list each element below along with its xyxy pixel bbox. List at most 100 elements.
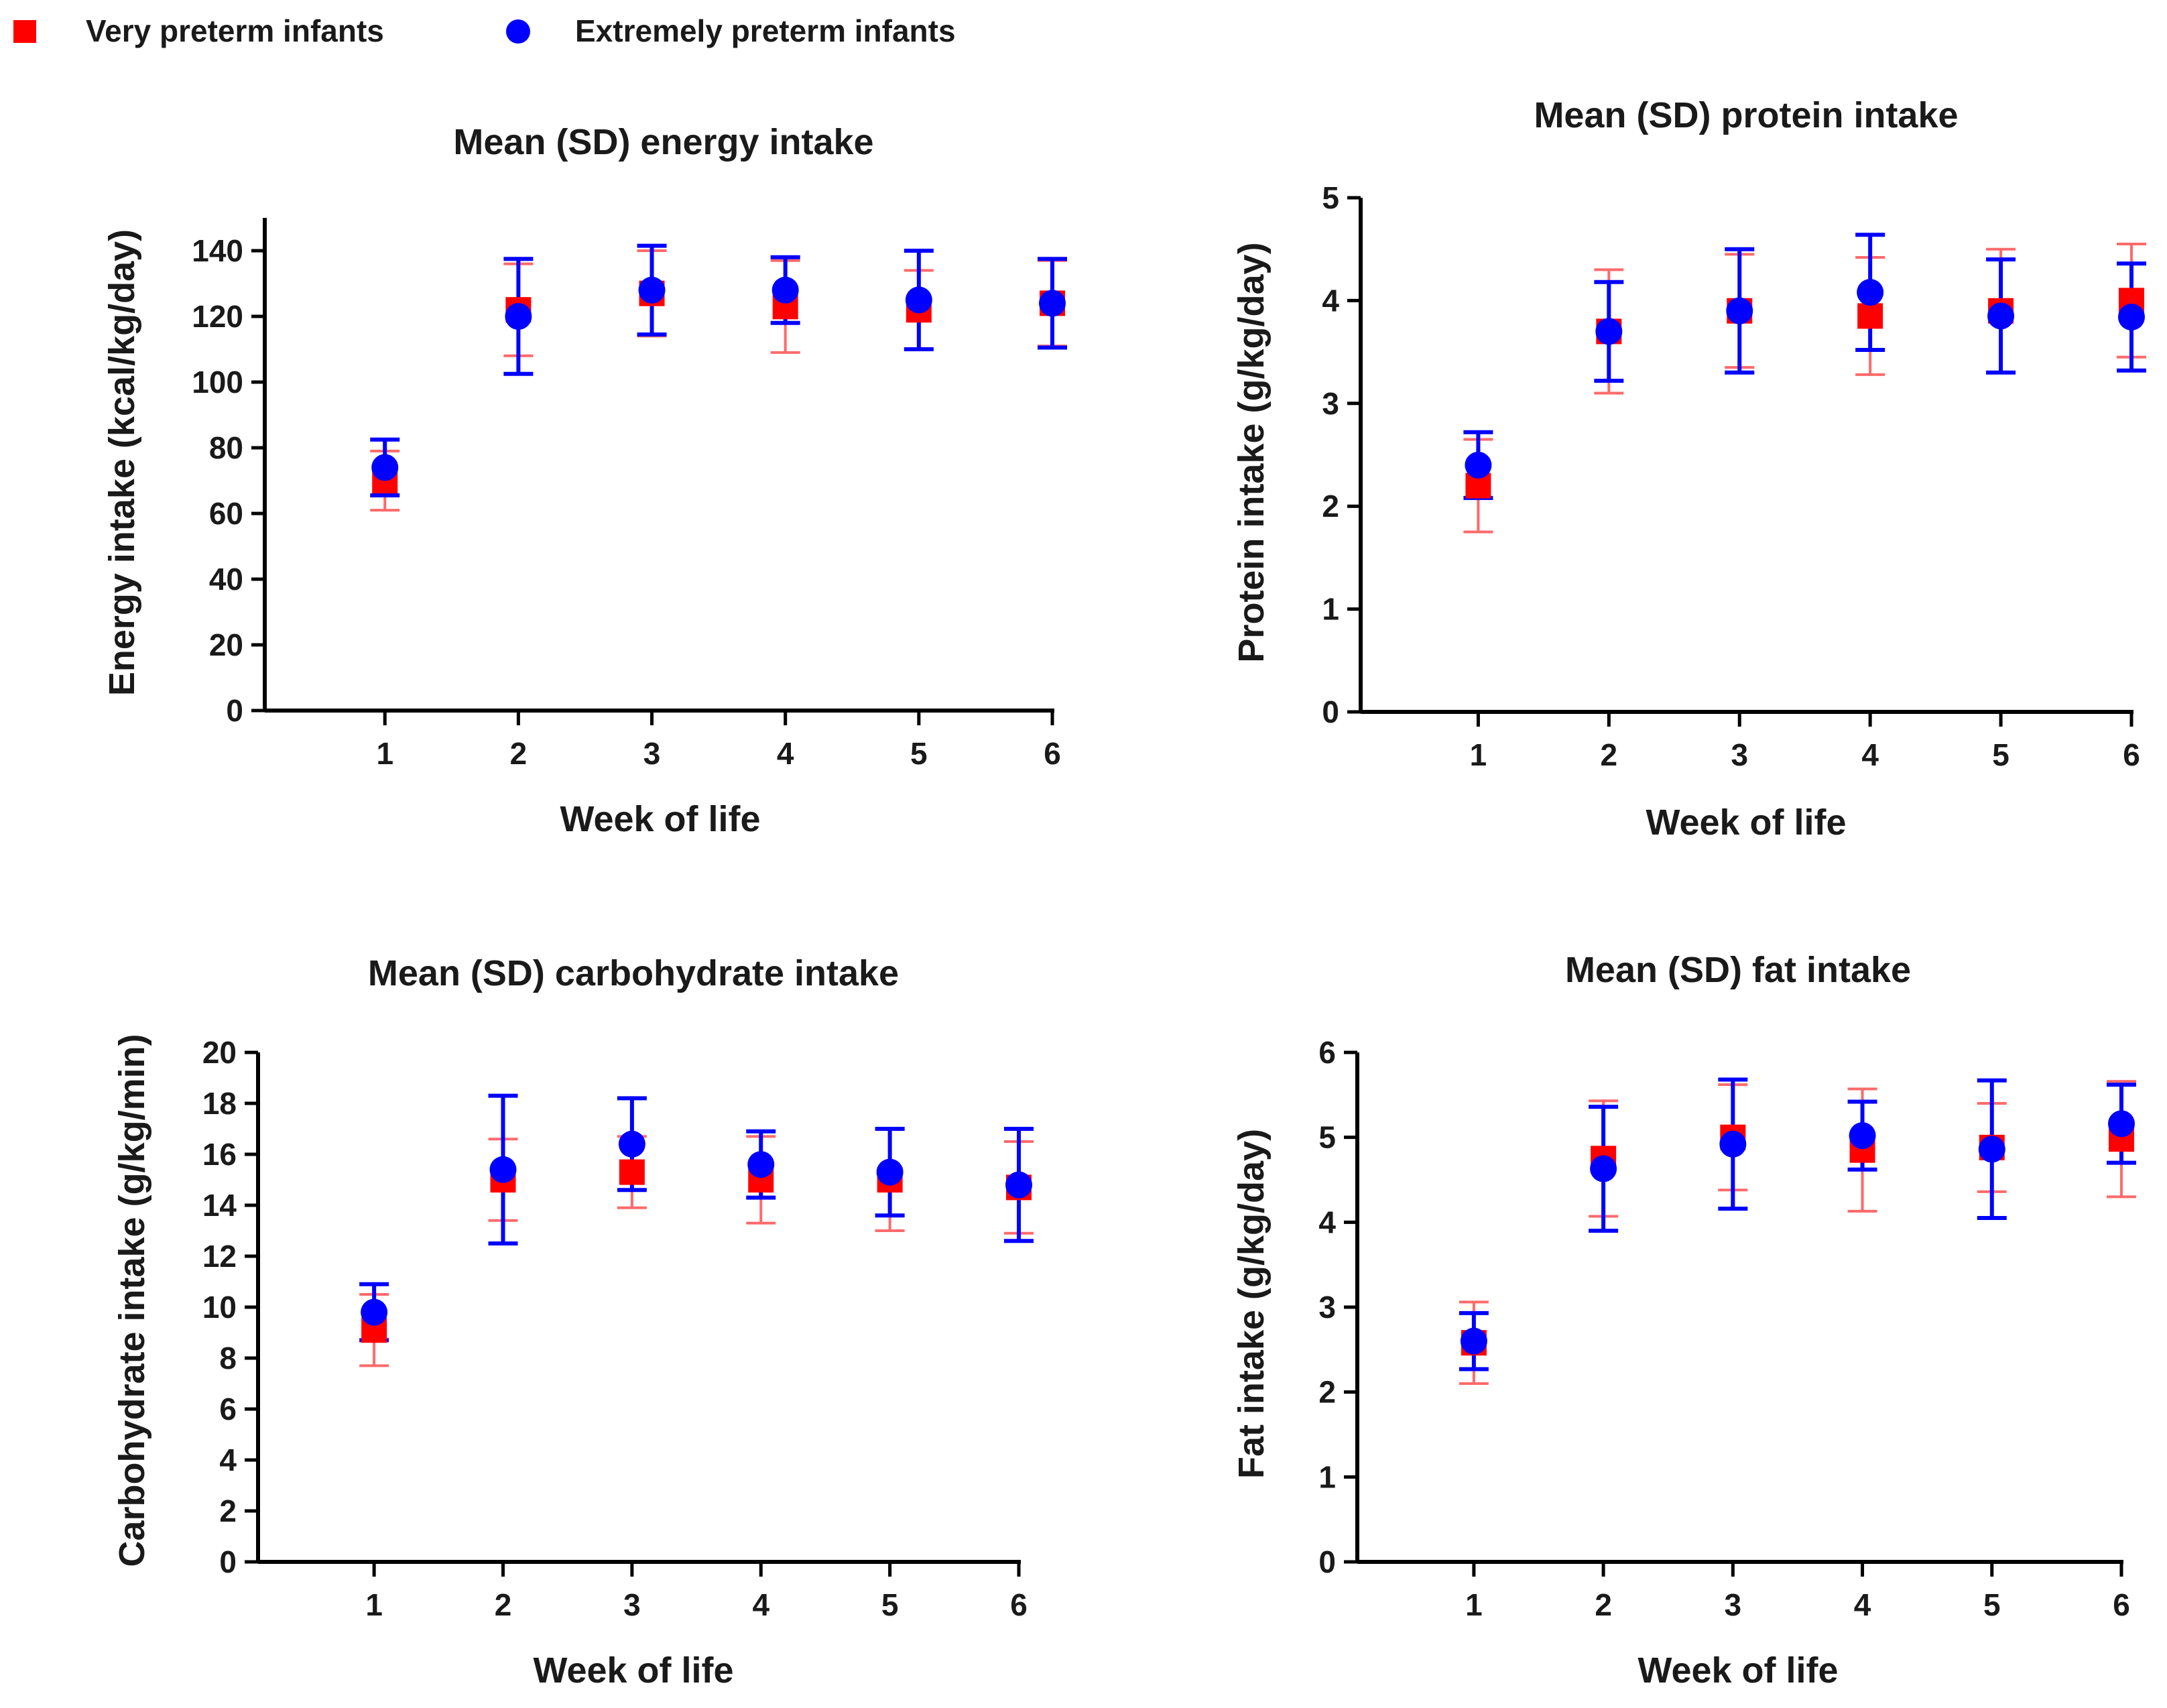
legend-marker-very-preterm [13,20,36,43]
y-tick-label-carbohydrate: 18 [202,1086,237,1121]
data-point-extremely-preterm [505,303,532,330]
x-tick-label-protein: 4 [1861,737,1879,772]
x-tick-label-energy: 4 [777,736,794,771]
y-tick-label-energy: 40 [209,562,243,597]
y-tick-label-fat: 1 [1318,1459,1336,1494]
x-tick-label-fat: 6 [2113,1587,2130,1622]
data-point-extremely-preterm [2108,1110,2135,1138]
x-tick-label-energy: 3 [643,736,661,771]
legend-label-extremely-preterm: Extremely preterm infants [575,13,956,48]
data-point-extremely-preterm [1590,1155,1617,1182]
x-axis-label-carbohydrate: Week of life [533,1650,733,1691]
x-tick-label-carbohydrate: 6 [1010,1587,1028,1622]
data-point-extremely-preterm [1857,279,1884,306]
x-tick-label-protein: 3 [1731,737,1748,772]
x-axis-label-fat: Week of life [1637,1650,1838,1691]
data-point-extremely-preterm [1005,1171,1032,1199]
y-tick-label-energy: 20 [209,627,243,662]
x-axis-label-protein: Week of life [1646,802,1846,843]
y-axis-label-fat: Fat intake (g/kg/day) [1231,1129,1272,1479]
y-tick-label-protein: 3 [1322,386,1339,421]
data-point-very-preterm [1857,303,1883,329]
x-tick-label-fat: 3 [1725,1587,1742,1622]
data-point-extremely-preterm [618,1130,645,1158]
data-point-extremely-preterm [371,454,399,481]
y-tick-label-protein: 2 [1322,489,1339,524]
data-point-extremely-preterm [1719,1130,1747,1158]
data-point-extremely-preterm [2118,303,2145,330]
x-tick-label-carbohydrate: 4 [752,1587,769,1622]
chart-title-carbohydrate: Mean (SD) carbohydrate intake [368,953,899,993]
y-axis-label-carbohydrate: Carbohydrate intake (g/kg/min) [112,1034,152,1567]
data-point-extremely-preterm [361,1298,388,1326]
plot-area-fat: 0 1 2 3 4 5 6 1 2 3 4 5 6 [1318,1035,2136,1622]
x-tick-label-carbohydrate: 3 [623,1587,641,1622]
y-tick-label-protein: 1 [1322,592,1339,627]
x-tick-label-protein: 2 [1601,737,1618,772]
y-tick-label-fat: 3 [1318,1290,1336,1325]
plot-area-energy: 0 20 40 60 80 100 120 140 1 2 3 4 5 6 [192,218,1067,771]
chart-panel-carbohydrate: Mean (SD) carbohydrate intake Carbohydra… [112,953,1034,1691]
data-point-extremely-preterm [638,276,666,304]
x-tick-label-protein: 5 [1992,737,2009,772]
legend-marker-extremely-preterm [506,19,530,44]
y-tick-label-energy: 60 [209,496,243,531]
y-tick-label-carbohydrate: 20 [202,1035,237,1070]
x-tick-label-fat: 2 [1595,1587,1612,1622]
data-point-very-preterm [619,1159,645,1185]
x-tick-label-protein: 6 [2123,737,2140,772]
chart-panel-fat: Mean (SD) fat intake Fat intake (g/kg/da… [1231,950,2136,1691]
data-point-extremely-preterm [1039,290,1066,317]
y-tick-label-fat: 2 [1318,1375,1336,1410]
y-tick-label-energy: 140 [192,233,243,268]
y-tick-label-fat: 5 [1318,1120,1336,1155]
y-tick-label-protein: 4 [1322,283,1339,318]
data-point-extremely-preterm [1726,297,1753,324]
x-tick-label-energy: 2 [510,736,528,771]
legend-label-very-preterm: Very preterm infants [86,13,384,48]
data-point-extremely-preterm [771,276,799,304]
x-tick-label-energy: 5 [910,736,928,771]
plot-area-protein: 0 1 2 3 4 5 1 2 3 4 5 6 [1322,180,2146,772]
y-axis-label-protein: Protein intake (g/kg/day) [1231,242,1272,662]
y-tick-label-carbohydrate: 2 [219,1493,237,1528]
data-point-extremely-preterm [905,286,932,314]
x-tick-label-energy: 1 [376,736,393,771]
y-axis-label-energy: Energy intake (kcal/kg/day) [102,229,142,696]
x-tick-label-carbohydrate: 5 [881,1587,899,1622]
y-tick-label-carbohydrate: 4 [219,1443,237,1477]
y-tick-label-fat: 4 [1318,1205,1336,1239]
x-tick-label-energy: 6 [1044,736,1061,771]
chart-title-protein: Mean (SD) protein intake [1534,95,1958,135]
y-tick-label-carbohydrate: 12 [202,1239,237,1274]
x-tick-label-fat: 5 [1983,1587,2001,1622]
y-tick-label-energy: 80 [209,430,243,465]
x-tick-label-carbohydrate: 1 [365,1587,383,1622]
y-tick-label-carbohydrate: 16 [202,1137,237,1172]
chart-panel-energy: Mean (SD) energy intake Energy intake (k… [102,122,1067,839]
y-tick-label-energy: 0 [226,693,243,728]
y-tick-label-fat: 0 [1318,1544,1336,1579]
y-tick-label-carbohydrate: 8 [219,1341,237,1376]
chart-title-energy: Mean (SD) energy intake [453,122,873,162]
data-point-extremely-preterm [1465,451,1492,479]
data-point-extremely-preterm [747,1151,775,1178]
data-point-extremely-preterm [489,1156,517,1183]
y-tick-label-carbohydrate: 0 [219,1544,237,1579]
x-axis-label-energy: Week of life [560,799,760,839]
data-point-extremely-preterm [1987,302,2015,330]
data-point-extremely-preterm [1978,1136,2005,1163]
y-tick-label-energy: 100 [192,365,243,400]
y-tick-label-protein: 5 [1322,180,1339,215]
data-point-extremely-preterm [1849,1122,1876,1150]
x-tick-label-fat: 1 [1465,1587,1483,1622]
x-tick-label-protein: 1 [1470,737,1487,772]
chart-title-fat: Mean (SD) fat intake [1565,950,1911,990]
y-tick-label-energy: 120 [192,299,243,334]
x-tick-label-fat: 4 [1854,1587,1871,1622]
x-tick-label-carbohydrate: 2 [495,1587,512,1622]
legend: Very preterm infants Extremely preterm i… [13,13,956,48]
y-tick-label-carbohydrate: 14 [202,1188,237,1223]
